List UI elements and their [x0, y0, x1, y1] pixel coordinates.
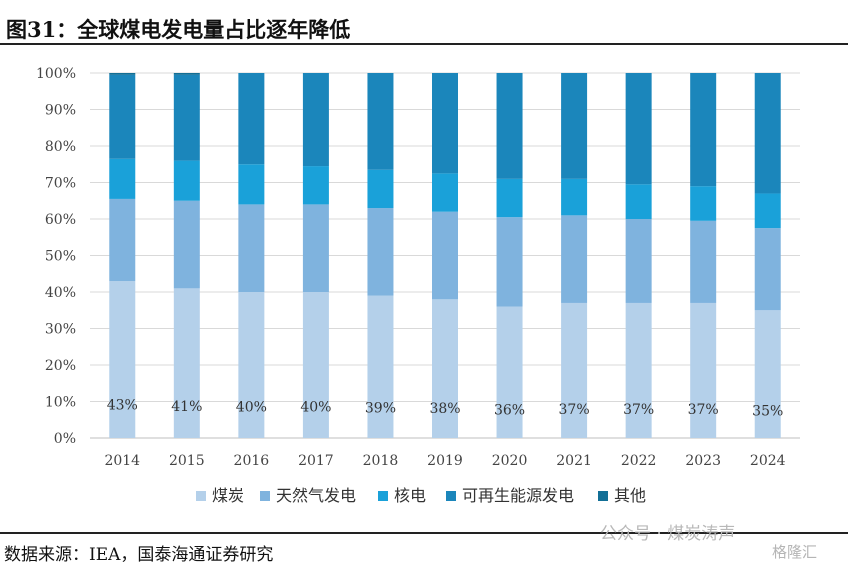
bar-segment — [238, 73, 265, 165]
bar-segment — [173, 200, 200, 289]
bar-segment — [561, 215, 588, 303]
bar-segment — [625, 219, 652, 303]
bar-segment — [109, 198, 136, 282]
data-label: 35% — [752, 404, 783, 420]
y-tick-label: 40% — [45, 285, 76, 301]
data-label: 41% — [171, 399, 202, 415]
bar-segment — [109, 73, 136, 75]
bar-segment — [625, 184, 652, 219]
legend-label: 其他 — [614, 486, 646, 505]
x-tick-label: 2017 — [298, 453, 334, 469]
legend-label: 可再生能源发电 — [462, 486, 574, 505]
bar-segment — [690, 186, 717, 221]
bar-segment — [367, 208, 394, 296]
bar-segment — [238, 204, 265, 292]
y-tick-label: 10% — [45, 395, 76, 411]
bar-segment — [173, 74, 200, 161]
bar-segment — [109, 158, 136, 199]
data-label: 40% — [236, 400, 267, 416]
x-tick-label: 2020 — [492, 453, 528, 469]
x-tick-label: 2021 — [556, 453, 592, 469]
y-tick-label: 0% — [54, 431, 76, 447]
data-label: 37% — [688, 402, 719, 418]
bar-segment — [367, 73, 394, 170]
y-tick-label: 50% — [45, 249, 76, 265]
legend-swatch — [260, 491, 270, 501]
bar-segment — [238, 164, 265, 205]
x-tick-label: 2022 — [621, 453, 657, 469]
bar-segment — [496, 178, 523, 218]
bar-segment — [496, 73, 523, 179]
bar-segment — [496, 306, 523, 438]
bar-segment — [561, 178, 588, 216]
data-label: 38% — [429, 401, 460, 417]
bar-segment — [367, 295, 394, 438]
y-tick-label: 100% — [36, 66, 76, 82]
stacked-bar-chart: 0% 10% 20% 30% 40% 50% 60% 70% 80% 90% 100% 43% 2014… — [36, 66, 800, 505]
bar-segment — [690, 302, 717, 438]
bar-segment — [367, 169, 394, 209]
source-note: 数据来源：IEA，国泰海通证券研究 — [4, 545, 274, 565]
y-tick-label: 90% — [45, 103, 76, 119]
bar-segment — [432, 73, 458, 174]
bar-segment — [173, 73, 200, 75]
x-tick-label: 2023 — [685, 453, 721, 469]
bar-segment — [625, 73, 652, 185]
legend-label: 核电 — [394, 486, 426, 505]
bar-segment — [496, 217, 523, 307]
x-tick-label: 2016 — [234, 453, 270, 469]
watermark: 公众号 · 煤炭涛声 — [600, 524, 736, 544]
legend-swatch — [378, 491, 388, 501]
bar-segment — [754, 73, 781, 194]
bar-segment — [173, 288, 200, 438]
logo-watermark: 格隆汇 — [772, 543, 818, 561]
bar-segment — [754, 193, 781, 229]
legend-label: 煤炭 — [212, 486, 244, 505]
bar-segment — [302, 166, 329, 205]
bar-segment — [109, 281, 136, 438]
bar-segment — [625, 302, 652, 438]
bar-segment — [754, 310, 781, 438]
bar-segment — [432, 173, 458, 212]
bar-segment — [690, 73, 717, 187]
bar-segment — [173, 160, 200, 201]
x-tick-label: 2018 — [363, 453, 399, 469]
data-label: 43% — [107, 397, 138, 413]
data-label: 37% — [623, 402, 654, 418]
x-tick-label: 2019 — [427, 453, 463, 469]
y-tick-label: 30% — [45, 322, 76, 338]
bar-segment — [561, 73, 588, 179]
x-tick-label: 2015 — [169, 453, 205, 469]
bar-segment — [754, 228, 781, 311]
legend-label: 天然气发电 — [276, 486, 356, 505]
bar-segment — [109, 74, 136, 159]
x-tick-label: 2014 — [104, 453, 140, 469]
y-tick-label: 20% — [45, 358, 76, 374]
source-rule — [0, 532, 848, 534]
legend-swatch — [196, 491, 206, 501]
data-label: 40% — [300, 400, 331, 416]
y-tick-label: 60% — [45, 212, 76, 228]
bar-segment — [561, 302, 588, 438]
bar-segment — [690, 220, 717, 303]
legend-swatch — [446, 491, 456, 501]
bar-segment — [432, 299, 458, 438]
bar-segment — [302, 292, 329, 438]
bar-segment — [302, 73, 329, 167]
x-tick-label: 2024 — [750, 453, 786, 469]
y-tick-label: 70% — [45, 176, 76, 192]
data-label: 39% — [365, 400, 396, 416]
bar-segment — [432, 211, 458, 300]
bar-segment — [302, 204, 329, 292]
data-label: 37% — [559, 402, 590, 418]
legend-swatch — [598, 491, 608, 501]
bar-segment — [238, 292, 265, 438]
y-tick-label: 80% — [45, 139, 76, 155]
title-rule — [0, 43, 848, 45]
chart-title: 图31：全球煤电发电量占比逐年降低 — [6, 17, 351, 42]
data-label: 36% — [494, 403, 525, 419]
